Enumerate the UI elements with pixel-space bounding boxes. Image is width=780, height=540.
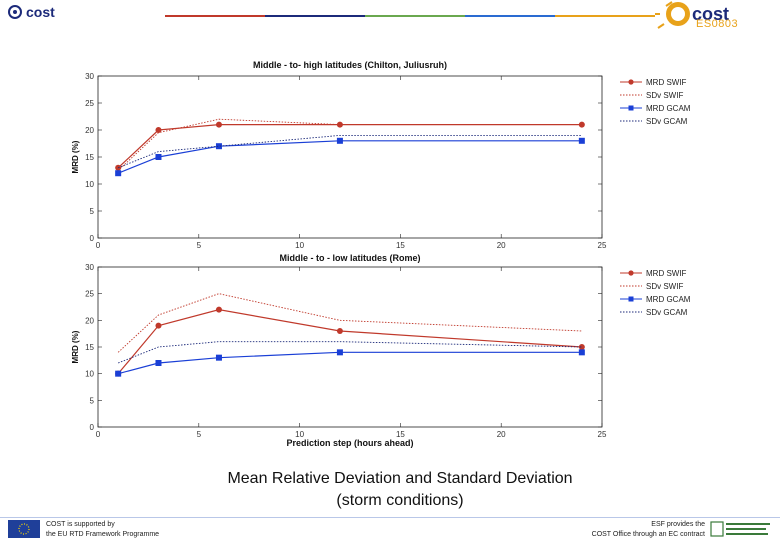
chart-0-series-2-point [155, 154, 162, 160]
eu-flag-icon [8, 520, 40, 538]
chart-0-series-2-point [215, 143, 222, 150]
chart-1-series-2-point [336, 349, 343, 356]
footer-left-line-2: the EU RTD Framework Programme [46, 531, 160, 538]
chart-0-ytick-label: 20 [85, 126, 94, 135]
chart-0-legend-label: MRD GCAM [646, 104, 691, 113]
charts-area: 0 5 10 15 20 25 30 0 5 10 15 20 25 Middle - to- high … [71, 60, 691, 448]
footer-left-line-1: COST is supported by [46, 521, 115, 528]
chart-0-plot-frame [97, 75, 603, 239]
chart-1-series-0-point [336, 328, 343, 334]
footer-right-line-1: ESF provides the [651, 521, 705, 528]
caption-line-2: (storm conditions) [336, 492, 464, 509]
chart-0-legend-marker [628, 79, 634, 85]
footer-right-line-2: COST Office through an EC contract [591, 531, 705, 538]
chart-1-ytick-label: 25 [85, 290, 94, 299]
chart-1-series-2-point [578, 349, 585, 356]
chart-1-title: Middle - to - low latitudes (Rome) [280, 253, 421, 263]
chart-1-xlabel: Prediction step (hours ahead) [286, 438, 413, 448]
action-code: ES0803 [696, 18, 739, 30]
chart-0-series-2-point [115, 170, 122, 177]
chart-1-plot-frame [97, 266, 603, 428]
chart-0-series-1-line [117, 118, 582, 171]
chart-0-xtick-label: 15 [396, 241, 405, 250]
chart-1-series-1-line [117, 293, 582, 353]
chart-1-legend-label: SDv SWIF [646, 282, 683, 291]
chart-0-xtick-label: 20 [497, 241, 506, 250]
chart-0-legend-marker [628, 105, 634, 111]
header-color-bar [165, 15, 655, 17]
chart-1-legend-label: MRD GCAM [646, 295, 691, 304]
chart-1-ytick-label: 5 [90, 396, 95, 405]
chart-0-series-0-point [215, 121, 222, 128]
chart-1-xtick-label: 10 [295, 430, 304, 439]
chart-0-series-3-line [117, 134, 582, 169]
chart-1-ytick-label: 0 [90, 423, 95, 432]
chart-1-legend-label: SDv GCAM [646, 308, 688, 317]
chart-0-legend-label: MRD SWIF [646, 78, 687, 87]
cost-logo-mark [8, 5, 22, 19]
chart-1-series-2-point [115, 370, 122, 377]
chart-0-ytick-label: 10 [85, 180, 94, 189]
chart-0-ylabel: MRD (%) [71, 140, 80, 173]
chart-1-xtick-label: 5 [197, 430, 202, 439]
chart-1-legend-marker [628, 296, 634, 302]
chart-0-series-2-point [578, 137, 585, 144]
chart-1-xtick-label: 20 [497, 430, 506, 439]
cost-logo: cost [8, 4, 55, 20]
chart-0-ytick-label: 30 [85, 72, 94, 81]
chart-0-legend-label: SDv SWIF [646, 91, 683, 100]
action-logo-text: cost [692, 4, 729, 24]
cost-logo-text: cost [26, 4, 55, 20]
chart-0-xtick-label: 10 [295, 241, 304, 250]
caption-line-1: Mean Relative Deviation and Standard Dev… [227, 470, 573, 487]
chart-1-legend-marker [628, 270, 634, 276]
chart-0-ytick-label: 5 [90, 207, 95, 216]
esf-logo [710, 521, 770, 537]
chart-1-ylabel: MRD (%) [71, 330, 80, 363]
chart-1-series-0-point [215, 306, 222, 313]
chart-1-series-2-point [155, 360, 162, 366]
chart-0-xtick-label: 5 [197, 241, 202, 250]
action-logo: cost [655, 1, 729, 29]
chart-1-xtick-label: 15 [396, 430, 405, 439]
chart-1-xtick-label: 0 [96, 430, 101, 439]
chart-0-legend-label: SDv GCAM [646, 117, 688, 126]
chart-0-ytick-label: 25 [85, 99, 94, 108]
chart-0-series-2-point [336, 137, 343, 144]
chart-1-series-0-point [155, 322, 162, 329]
chart-0-title: Middle - to- high latitudes (Chilton, Ju… [253, 60, 447, 70]
chart-1-ytick-label: 15 [85, 343, 94, 352]
chart-1-ytick-label: 20 [85, 316, 94, 325]
chart-0-ytick-label: 0 [90, 234, 95, 243]
footer-divider [0, 517, 780, 518]
chart-1-series-0-point [578, 344, 585, 350]
chart-1-ytick-label: 30 [85, 263, 94, 272]
chart-0-xtick-label: 25 [598, 241, 607, 250]
chart-0-xtick-label: 0 [96, 241, 101, 250]
chart-1-ytick-label: 10 [85, 370, 94, 379]
chart-1-legend-label: MRD SWIF [646, 269, 687, 278]
chart-1-xtick-label: 25 [598, 430, 607, 439]
chart-0-series-0-point [155, 127, 162, 133]
chart-1-series-2-point [215, 354, 222, 361]
chart-0-ytick-label: 15 [85, 153, 94, 162]
